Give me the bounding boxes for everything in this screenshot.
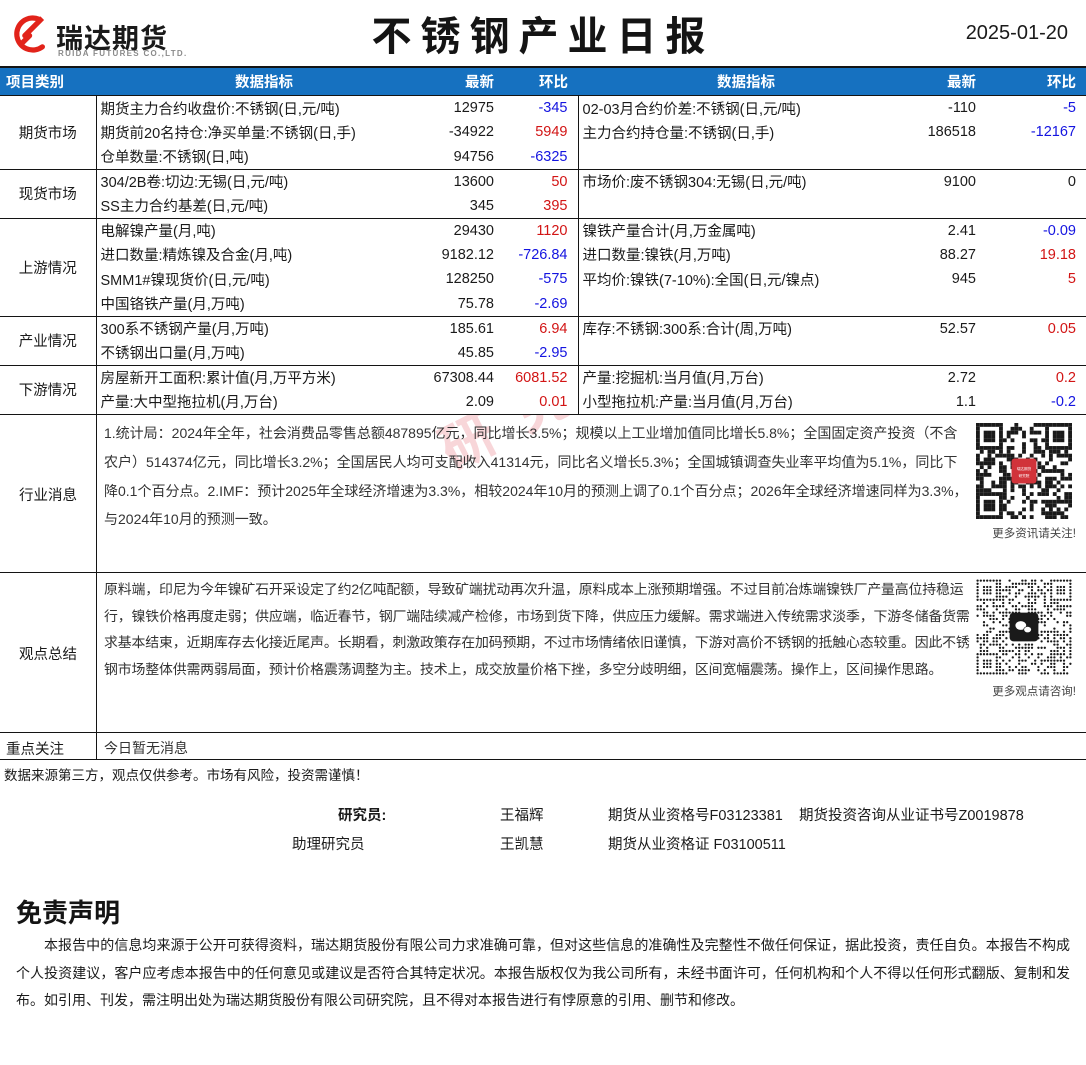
svg-text:研究院: 研究院 <box>1019 473 1030 478</box>
svg-text:瑞达期货: 瑞达期货 <box>1017 466 1032 471</box>
